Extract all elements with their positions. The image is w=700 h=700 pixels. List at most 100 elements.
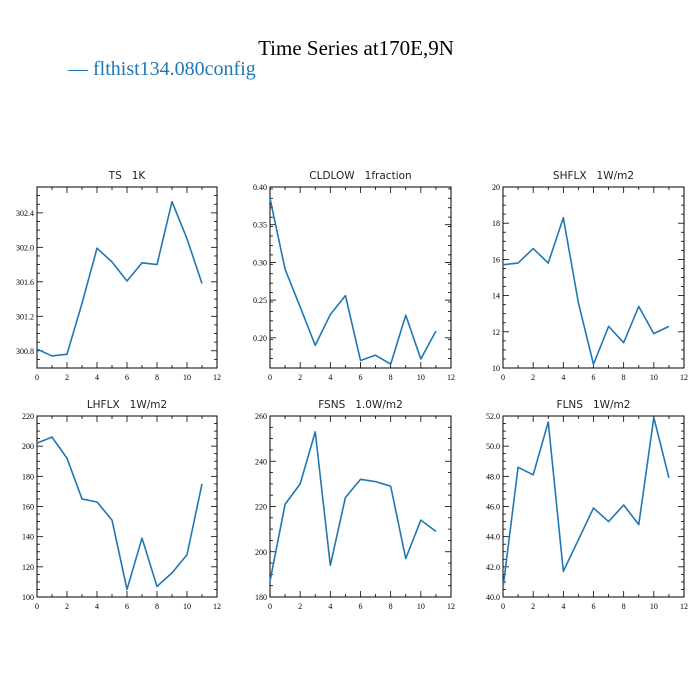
flns-x-tick-label: 8 (622, 602, 626, 611)
figure-title: Time Series at170E,9N (258, 36, 454, 60)
ts-x-tick-label: 0 (35, 373, 39, 382)
fsns-series-line (269, 431, 437, 582)
lhflx-y-tick-label: 200 (22, 442, 34, 451)
shflx-plot-frame (502, 186, 685, 369)
ts-series-line (36, 200, 203, 357)
fsns-plot-frame (269, 415, 452, 598)
shflx-panel: SHFLX 1W/m2 0 2 4 6 8 10 12 10 12 14 16 18 20 (492, 170, 688, 382)
shflx-y-tick-label: 10 (492, 364, 500, 373)
ts-x-tick-label: 2 (65, 373, 69, 382)
flns-y-tick-label: 42.0 (486, 563, 500, 572)
lhflx-x-tick-label: 4 (95, 602, 99, 611)
cldlow-y-tick-label: 0.25 (253, 296, 267, 305)
cldlow-x-tick-label: 12 (447, 373, 455, 382)
flns-y-tick-label: 48.0 (486, 472, 500, 481)
lhflx-y-tick-label: 100 (22, 593, 34, 602)
shflx-y-tick-label: 14 (492, 292, 500, 301)
flns-x-tick-label: 2 (531, 602, 535, 611)
fsns-y-tick-label: 240 (255, 457, 267, 466)
lhflx-series-line (36, 436, 203, 591)
fsns-x-tick-label: 6 (359, 602, 363, 611)
legend-entry: — flthist134.080config (68, 58, 256, 80)
cldlow-x-tick-label: 4 (328, 373, 332, 382)
lhflx-y-tick-label: 220 (22, 412, 34, 421)
flns-x-tick-label: 4 (561, 602, 565, 611)
shflx-x-tick-label: 4 (561, 373, 565, 382)
shflx-x-tick-label: 2 (531, 373, 535, 382)
flns-x-tick-label: 0 (501, 602, 505, 611)
lhflx-x-tick-label: 10 (183, 602, 191, 611)
lhflx-y-tick-label: 160 (22, 503, 34, 512)
flns-y-tick-label: 46.0 (486, 503, 500, 512)
fsns-y-tick-label: 220 (255, 503, 267, 512)
cldlow-y-tick-label: 0.35 (253, 221, 267, 230)
cldlow-panel-title: CLDLOW 1fraction (309, 170, 411, 182)
ts-panel: TS 1K 0 2 4 6 8 10 12 300.8 301.2 301.6 302.0 302.4 (16, 170, 221, 382)
fsns-x-tick-label: 0 (268, 602, 272, 611)
ts-plot-frame (36, 186, 218, 369)
fsns-panel: FSNS 1.0W/m2 0 2 4 6 8 10 12 180 200 220 240 260 (255, 399, 455, 611)
ts-x-tick-label: 4 (95, 373, 99, 382)
cldlow-x-tick-label: 2 (298, 373, 302, 382)
flns-x-tick-label: 6 (592, 602, 596, 611)
fsns-x-tick-label: 2 (298, 602, 302, 611)
lhflx-panel: LHFLX 1W/m2 0 2 4 6 8 10 12 100 120 140 160 180 200 22… (22, 399, 221, 611)
lhflx-panel-title: LHFLX 1W/m2 (87, 399, 167, 411)
shflx-x-tick-label: 6 (592, 373, 596, 382)
lhflx-x-tick-label: 12 (213, 602, 221, 611)
shflx-x-tick-label: 10 (650, 373, 658, 382)
shflx-series-line (502, 216, 670, 366)
ts-y-tick-label: 301.2 (16, 312, 34, 321)
shflx-y-tick-label: 16 (492, 255, 500, 264)
fsns-x-tick-label: 10 (417, 602, 425, 611)
lhflx-y-tick-label: 140 (22, 533, 34, 542)
flns-y-tick-label: 52.0 (486, 412, 500, 421)
ts-x-tick-label: 8 (155, 373, 159, 382)
lhflx-x-tick-label: 8 (155, 602, 159, 611)
lhflx-x-tick-label: 2 (65, 602, 69, 611)
cldlow-x-tick-label: 10 (417, 373, 425, 382)
flns-panel-title: FLNS 1W/m2 (557, 399, 631, 411)
lhflx-y-tick-label: 120 (22, 563, 34, 572)
flns-series-line (502, 416, 670, 589)
cldlow-x-tick-label: 0 (268, 373, 272, 382)
cldlow-y-tick-label: 0.40 (253, 183, 267, 192)
lhflx-y-tick-label: 180 (22, 472, 34, 481)
lhflx-plot-frame (36, 415, 218, 598)
fsns-y-tick-label: 200 (255, 548, 267, 557)
shflx-panel-title: SHFLX 1W/m2 (553, 170, 634, 182)
cldlow-plot-frame (269, 186, 452, 369)
fsns-x-tick-label: 4 (328, 602, 332, 611)
cldlow-x-tick-label: 6 (359, 373, 363, 382)
fsns-panel-title: FSNS 1.0W/m2 (318, 399, 403, 411)
cldlow-panel: CLDLOW 1fraction 0 2 4 6 8 10 12 0.20 0.25 0.30 0.3… (253, 170, 455, 382)
shflx-y-tick-label: 20 (492, 183, 500, 192)
flns-plot-frame (502, 415, 685, 598)
ts-y-tick-label: 300.8 (16, 347, 34, 356)
fsns-y-tick-label: 180 (255, 593, 267, 602)
flns-panel: FLNS 1W/m2 0 2 4 6 8 10 12 40.0 42.0 44.0 46.0 48.0 5… (486, 399, 688, 611)
ts-x-tick-label: 6 (125, 373, 129, 382)
ts-y-tick-label: 302.4 (16, 209, 34, 218)
shflx-y-tick-label: 12 (492, 328, 500, 337)
cldlow-series-line (269, 198, 437, 366)
shflx-x-tick-label: 8 (622, 373, 626, 382)
flns-y-tick-label: 50.0 (486, 442, 500, 451)
ts-x-tick-label: 12 (213, 373, 221, 382)
shflx-y-tick-label: 18 (492, 219, 500, 228)
flns-x-tick-label: 12 (680, 602, 688, 611)
lhflx-x-tick-label: 0 (35, 602, 39, 611)
cldlow-x-tick-label: 8 (389, 373, 393, 382)
flns-y-tick-label: 44.0 (486, 533, 500, 542)
shflx-x-tick-label: 12 (680, 373, 688, 382)
ts-y-tick-label: 302.0 (16, 243, 34, 252)
flns-x-tick-label: 10 (650, 602, 658, 611)
fsns-x-tick-label: 12 (447, 602, 455, 611)
flns-y-tick-label: 40.0 (486, 593, 500, 602)
shflx-x-tick-label: 0 (501, 373, 505, 382)
ts-y-tick-label: 301.6 (16, 278, 34, 287)
fsns-x-tick-label: 8 (389, 602, 393, 611)
ts-x-tick-label: 10 (183, 373, 191, 382)
fsns-y-tick-label: 260 (255, 412, 267, 421)
